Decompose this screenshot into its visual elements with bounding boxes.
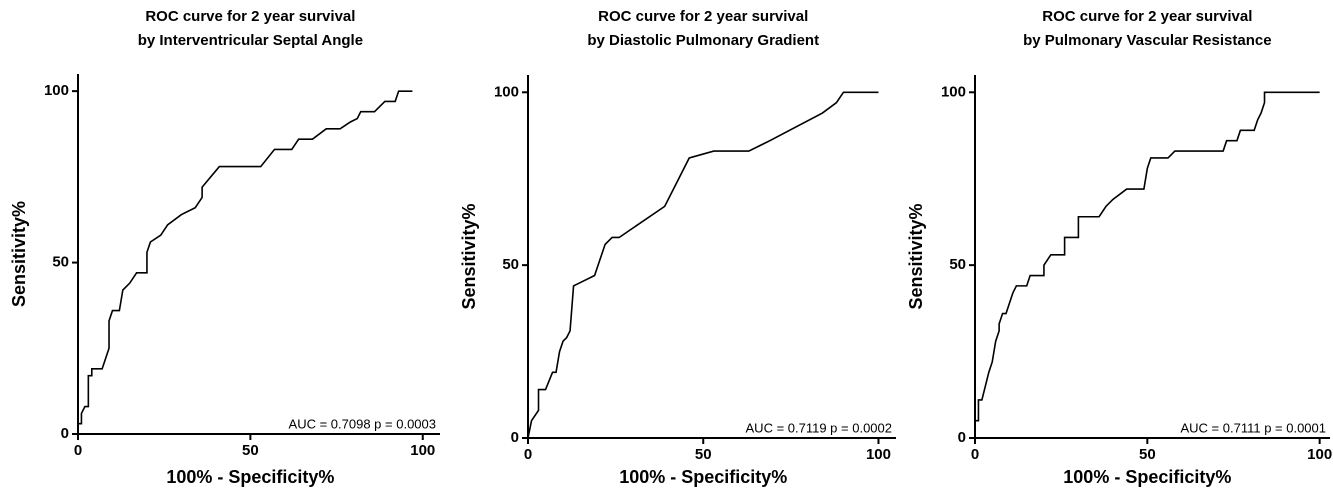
auc-annotation: AUC = 0.7111 p = 0.0001 [1180, 420, 1326, 435]
chart-title: ROC curve for 2 year survival [598, 8, 808, 25]
x-tick-label: 100 [866, 446, 891, 463]
roc-curve [77, 90, 413, 434]
x-tick-label: 0 [971, 446, 979, 463]
y-tick-label: 0 [958, 429, 966, 446]
x-tick-label: 50 [1139, 446, 1156, 463]
chart-subtitle: by Pulmonary Vascular Resistance [1023, 32, 1271, 49]
x-tick-label: 0 [74, 442, 82, 459]
y-tick-label: 50 [949, 256, 966, 273]
y-tick-label: 100 [44, 82, 69, 99]
x-tick-label: 0 [524, 446, 532, 463]
y-tick-label: 100 [494, 83, 519, 100]
y-tick-label: 50 [52, 254, 69, 271]
chart-title: ROC curve for 2 year survival [1042, 8, 1252, 25]
x-tick-label: 50 [695, 446, 712, 463]
x-tick-label: 50 [242, 442, 259, 459]
x-tick-label: 100 [410, 442, 435, 459]
y-tick-label: 0 [61, 425, 69, 442]
x-axis-label: 100% - Specificity% [166, 467, 334, 487]
roc-curve [527, 91, 879, 439]
x-axis-label: 100% - Specificity% [1063, 467, 1231, 487]
y-axis-label: Sensitivity% [459, 203, 479, 309]
chart-subtitle: by Interventricular Septal Angle [138, 32, 363, 49]
y-tick-label: 50 [502, 256, 519, 273]
y-axis-label: Sensitivity% [9, 201, 29, 307]
chart-title: ROC curve for 2 year survival [145, 8, 355, 25]
y-tick-label: 0 [511, 429, 519, 446]
x-axis-label: 100% - Specificity% [619, 467, 787, 487]
y-axis-label: Sensitivity% [906, 203, 926, 309]
y-tick-label: 100 [941, 83, 966, 100]
auc-annotation: AUC = 0.7098 p = 0.0003 [289, 416, 436, 431]
x-tick-label: 100 [1307, 446, 1332, 463]
auc-annotation: AUC = 0.7119 p = 0.0002 [746, 420, 892, 435]
chart-subtitle: by Diastolic Pulmonary Gradient [587, 32, 819, 49]
roc-curve [974, 91, 1320, 438]
